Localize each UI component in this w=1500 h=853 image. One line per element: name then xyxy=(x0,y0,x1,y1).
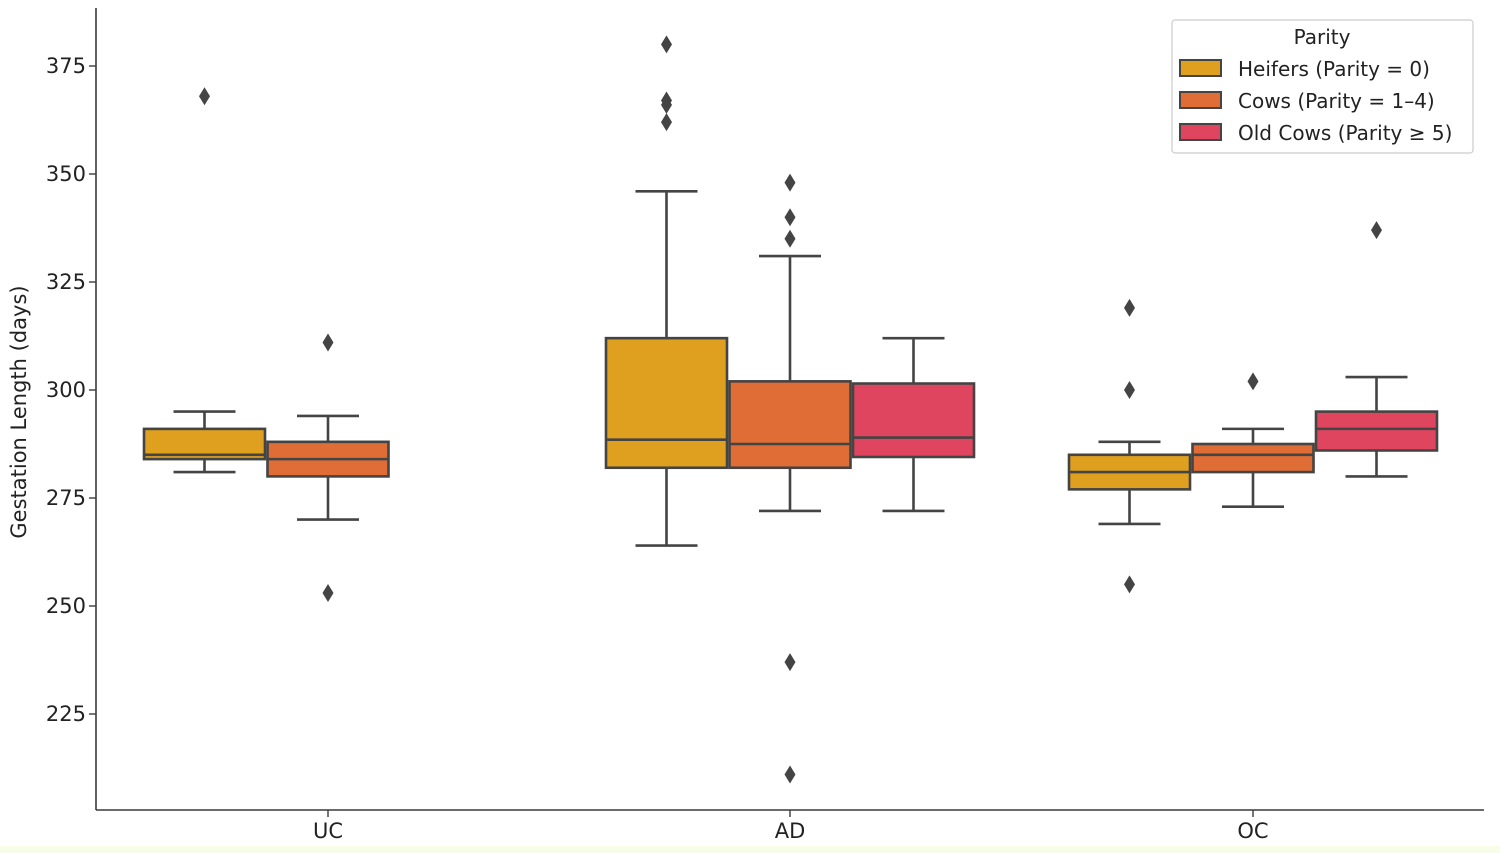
outlier-heifers-ad-0 xyxy=(661,113,672,132)
bottom-band xyxy=(0,846,1500,853)
outlier-heifers-oc-0 xyxy=(1124,575,1135,594)
box-cows-oc xyxy=(1191,442,1315,474)
y-tick-label-350: 350 xyxy=(46,162,86,186)
y-tick-label-375: 375 xyxy=(46,54,86,78)
legend-swatch-heifers xyxy=(1179,59,1222,77)
box-group-heifers-uc xyxy=(142,87,267,474)
box-heifers-ad xyxy=(604,336,729,470)
y-tick-label-275: 275 xyxy=(46,486,86,510)
legend-swatch-cows xyxy=(1179,91,1222,109)
y-tick-label-300: 300 xyxy=(46,378,86,402)
axes: Gestation Length (days) 225 250 275 300 325 3… xyxy=(7,8,1484,843)
box-group-old-cows-ad xyxy=(851,336,976,513)
legend-swatch-old-cows xyxy=(1179,123,1222,141)
box-group-old-cows-oc xyxy=(1314,221,1439,478)
outlier-heifers-oc-2 xyxy=(1124,298,1135,317)
outlier-cows-oc-0 xyxy=(1247,372,1259,391)
box-old-cows-oc xyxy=(1314,410,1439,452)
outlier-heifers-oc-1 xyxy=(1124,381,1135,399)
legend-frame xyxy=(1171,19,1474,154)
x-tick-label-uc: UC xyxy=(313,819,343,843)
outlier-cows-ad-0 xyxy=(784,765,796,784)
outlier-heifers-ad-2 xyxy=(661,91,672,110)
box-group-heifers-ad xyxy=(604,35,729,547)
outlier-cows-uc-0 xyxy=(322,584,334,603)
legend-label-cows: Cows (Parity = 1–4) xyxy=(1238,89,1435,113)
y-tick-label-325: 325 xyxy=(46,270,86,294)
x-tick-label-oc: OC xyxy=(1237,819,1268,843)
y-tick-label-250: 250 xyxy=(46,594,86,618)
outlier-heifers-uc-0 xyxy=(199,87,210,106)
box-group-cows-ad xyxy=(728,173,852,784)
box-old-cows-ad xyxy=(851,382,976,459)
y-tick-label-225: 225 xyxy=(46,702,86,726)
x-tick-label-ad: AD xyxy=(775,819,806,843)
legend-label-old-cows: Old Cows (Parity ≥ 5) xyxy=(1238,121,1452,145)
legend: Parity Heifers (Parity = 0) Cows (Parity… xyxy=(1171,19,1474,154)
outlier-cows-ad-2 xyxy=(784,229,796,248)
y-axis-title: Gestation Length (days) xyxy=(7,285,31,538)
plot-area xyxy=(142,35,1439,784)
box-group-cows-oc xyxy=(1191,372,1315,508)
outlier-cows-ad-3 xyxy=(784,208,796,227)
box-group-heifers-oc xyxy=(1067,298,1192,594)
outlier-cows-ad-1 xyxy=(784,653,796,672)
outlier-cows-uc-1 xyxy=(322,333,334,352)
legend-label-heifers: Heifers (Parity = 0) xyxy=(1238,57,1430,81)
box-cows-ad xyxy=(728,380,852,470)
box-group-cows-uc xyxy=(266,333,390,603)
outlier-old-cows-oc-0 xyxy=(1371,221,1382,240)
outlier-cows-ad-4 xyxy=(784,173,796,192)
legend-title: Parity xyxy=(1294,25,1351,49)
outlier-heifers-ad-3 xyxy=(661,35,672,54)
